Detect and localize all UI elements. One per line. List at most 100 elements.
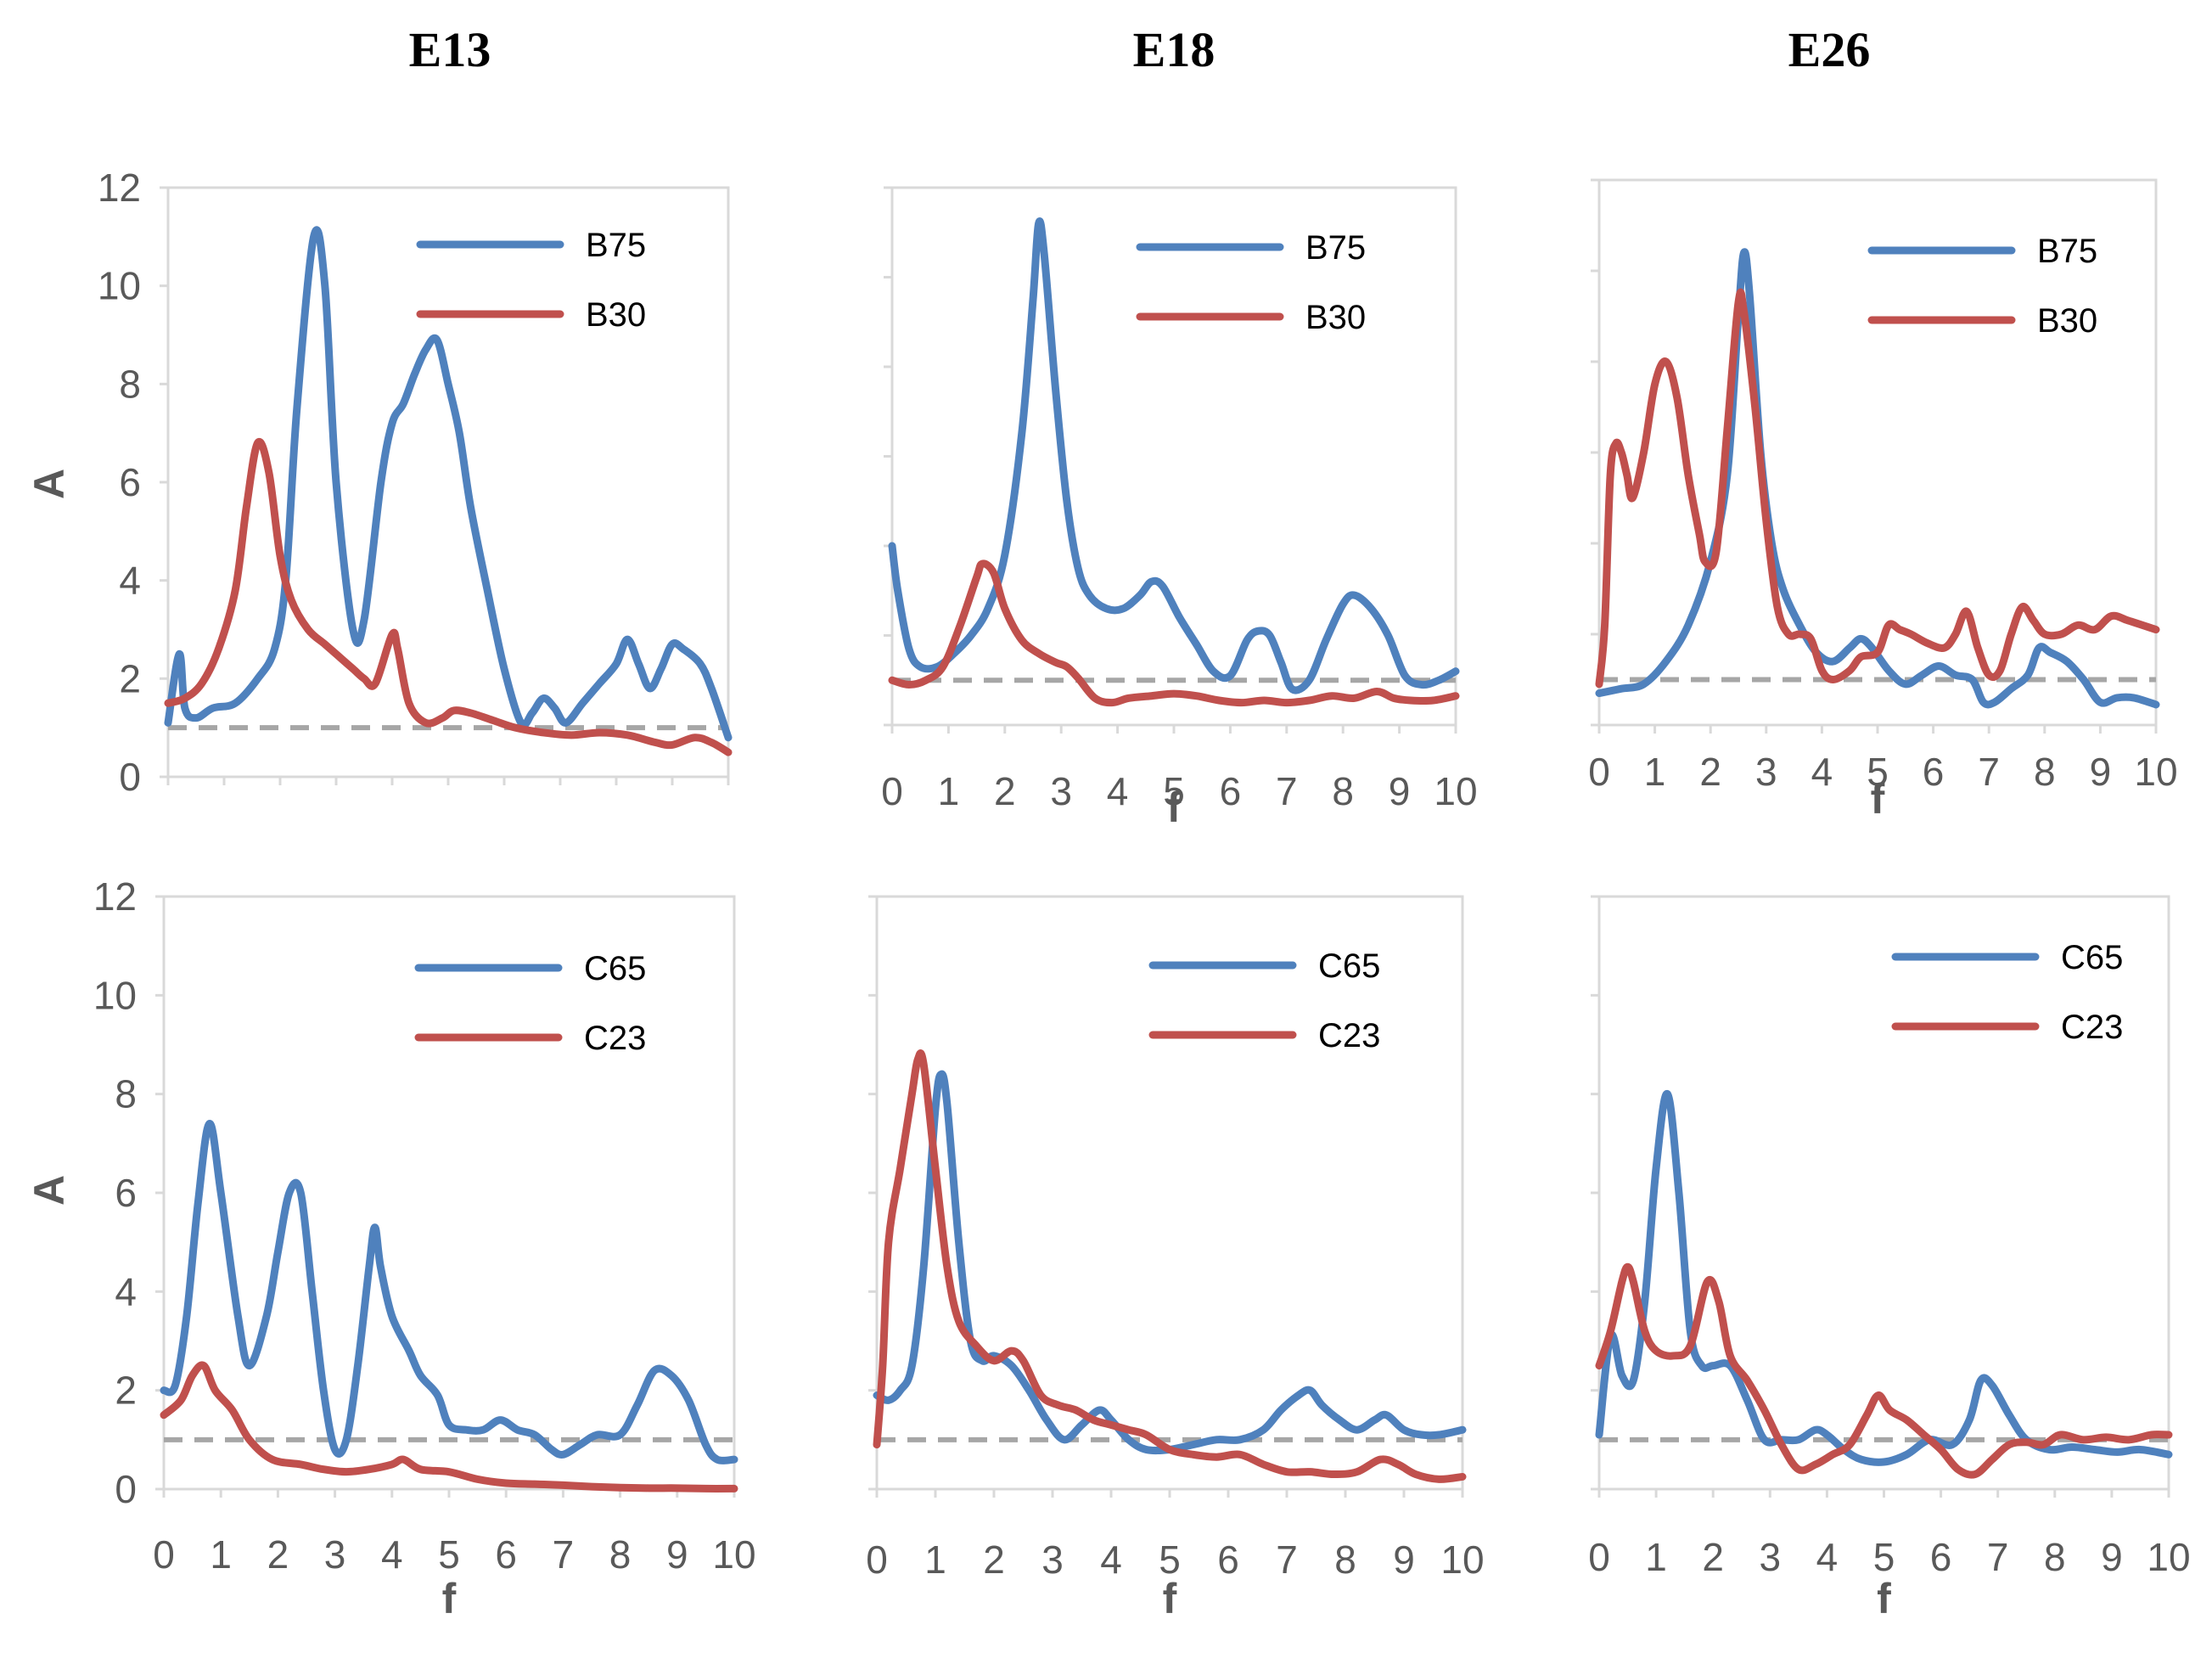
x-tick-label: 2 [267,1532,289,1577]
x-tick-label: 4 [1811,750,1833,794]
x-tick-label: 1 [924,1538,946,1582]
x-tick-label: 9 [1389,769,1411,813]
x-tick-label: 6 [1220,769,1242,813]
x-tick-label: 0 [1588,750,1610,794]
plot-frame [890,186,1457,727]
series-line-b30 [1595,288,2160,689]
chart-panel-e13-top: 0 2 4 6 8 10 12 A B75 B30 [25,166,733,799]
x-tick-label: 0 [866,1538,888,1582]
y-tick-label: 8 [119,362,141,406]
x-tick-label: 1 [1644,750,1666,794]
x-tick-label: 9 [1393,1538,1415,1582]
x-tick-label: 1 [938,769,960,813]
y-tick-label: 12 [93,874,137,919]
series-line-b75 [888,217,1460,694]
legend-label-b75: B75 [586,227,646,264]
x-tick-label: 10 [2134,750,2177,794]
x-tick-label: 4 [1100,1538,1122,1582]
legend-label-c23: C23 [1318,1017,1380,1054]
x-tick-label: 1 [1645,1535,1667,1579]
series-line-c23 [873,1049,1467,1483]
x-tick-label: 2 [1699,750,1721,794]
chart-panel-e26-bottom: 0 1 2 3 4 5 6 7 8 9 10 f C65 C23 [1588,895,2191,1622]
series-line-c65 [160,1120,738,1464]
y-tick-label: 0 [119,755,141,799]
legend-label-b30: B30 [2037,302,2097,340]
series-line-b30 [164,437,733,756]
x-tick-label: 0 [881,769,903,813]
plot-frame [875,895,1464,1491]
y-tick-label: 8 [115,1072,137,1116]
x-axis-label: f [1163,1575,1177,1622]
x-tick-label: 7 [1978,750,2000,794]
x-tick-label: 5 [1867,750,1889,794]
plot-frame [162,895,736,1491]
x-tick-label: 9 [666,1532,688,1577]
y-tick-label: 2 [119,656,141,700]
y-tick-label: 10 [98,264,141,308]
y-tick-label: 0 [115,1467,137,1511]
y-tick-label: 4 [119,559,141,603]
x-tick-label: 8 [1332,769,1354,813]
y-tick-label: 6 [115,1171,137,1215]
x-tick-label: 2 [994,769,1016,813]
y-tick-label: 12 [98,166,141,210]
x-tick-label: 9 [2101,1535,2123,1579]
x-tick-label: 0 [153,1532,175,1577]
y-tick-label: 10 [93,973,137,1017]
x-tick-label: 3 [1050,769,1072,813]
x-tick-label: 4 [1816,1535,1839,1579]
column-title-e18: E18 [1133,22,1215,77]
x-tick-label: 7 [553,1532,575,1577]
x-axis-label: f [442,1575,457,1622]
x-tick-label: 4 [1107,769,1129,813]
x-tick-label: 8 [1334,1538,1356,1582]
x-tick-label: 10 [2147,1535,2190,1579]
x-tick-label: 2 [1702,1535,1724,1579]
series-line-c65 [873,1070,1467,1455]
x-axis-label: f [1871,775,1885,823]
legend-label-b75: B75 [1305,229,1366,267]
x-tick-label: 7 [1276,1538,1298,1582]
x-tick-label: 6 [1930,1535,1952,1579]
x-tick-label: 8 [2034,750,2056,794]
x-tick-label: 5 [1163,769,1185,813]
x-tick-label: 10 [712,1532,755,1577]
x-tick-label: 10 [1440,1538,1484,1582]
y-tick-label: 2 [115,1369,137,1413]
y-tick-label: 4 [115,1269,137,1313]
legend-label-b30: B30 [586,296,646,334]
column-title-e13: E13 [409,22,491,77]
chart-panel-e26-top: 0 1 2 3 4 5 6 7 8 9 10 f B75 B30 [1588,178,2178,823]
legend-label-c65: C65 [1318,947,1380,985]
legend-label-c65: C65 [2061,939,2123,976]
x-tick-label: 3 [1755,750,1777,794]
chart-panel-e18-top: 0 1 2 3 4 5 6 7 8 9 10 f B75 B30 [881,186,1478,831]
x-tick-label: 8 [609,1532,632,1577]
x-tick-label: 3 [324,1532,346,1577]
x-tick-label: 5 [438,1532,460,1577]
x-tick-label: 6 [1217,1538,1239,1582]
x-tick-label: 3 [1760,1535,1782,1579]
x-tick-label: 0 [1588,1535,1610,1579]
column-title-e26: E26 [1788,22,1871,77]
chart-panel-e18-bottom: 0 1 2 3 4 5 6 7 8 9 10 f C65 C23 [866,895,1485,1622]
series-line-c23 [160,1361,738,1493]
x-tick-label: 6 [1923,750,1945,794]
series-line-c23 [1595,1262,2173,1479]
x-tick-label: 2 [983,1538,1005,1582]
y-axis-label: A [25,469,73,499]
x-tick-label: 4 [381,1532,403,1577]
x-tick-label: 7 [1987,1535,2009,1579]
legend-label-b30: B30 [1305,299,1366,336]
x-tick-label: 5 [1873,1535,1895,1579]
x-tick-label: 1 [210,1532,232,1577]
legend-label-c65: C65 [584,950,646,987]
series-line-b75 [164,226,733,742]
x-tick-label: 5 [1159,1538,1181,1582]
x-tick-label: 8 [2044,1535,2066,1579]
x-tick-label: 7 [1276,769,1298,813]
